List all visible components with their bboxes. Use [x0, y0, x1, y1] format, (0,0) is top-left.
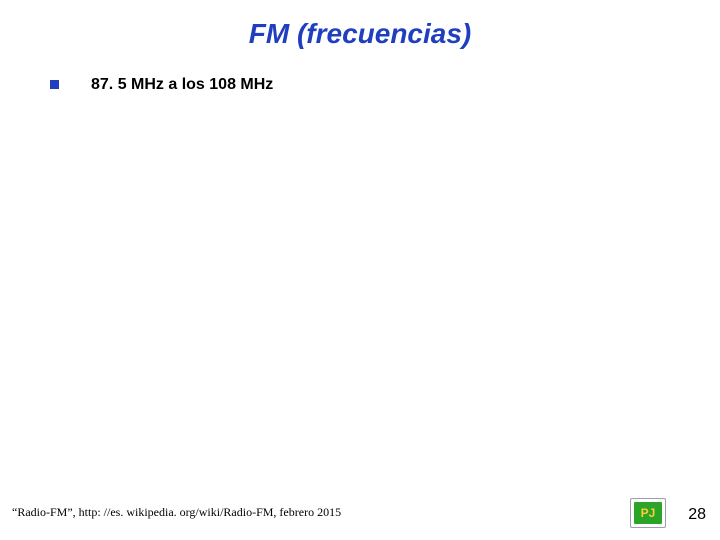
- bullet-marker: [50, 80, 59, 89]
- logo-outer: PJ: [630, 498, 666, 528]
- page-number: 28: [688, 506, 706, 524]
- bullet-text: 87. 5 MHz a los 108 MHz: [91, 76, 273, 94]
- slide-title: FM (frecuencias): [0, 18, 720, 50]
- logo-initials: PJ: [641, 506, 656, 520]
- logo-inner: PJ: [634, 502, 662, 524]
- bullet-item: 87. 5 MHz a los 108 MHz: [50, 76, 273, 94]
- citation-text: “Radio-FM”, http: //es. wikipedia. org/w…: [12, 505, 341, 520]
- logo: PJ: [630, 498, 666, 528]
- slide: FM (frecuencias) 87. 5 MHz a los 108 MHz…: [0, 0, 720, 540]
